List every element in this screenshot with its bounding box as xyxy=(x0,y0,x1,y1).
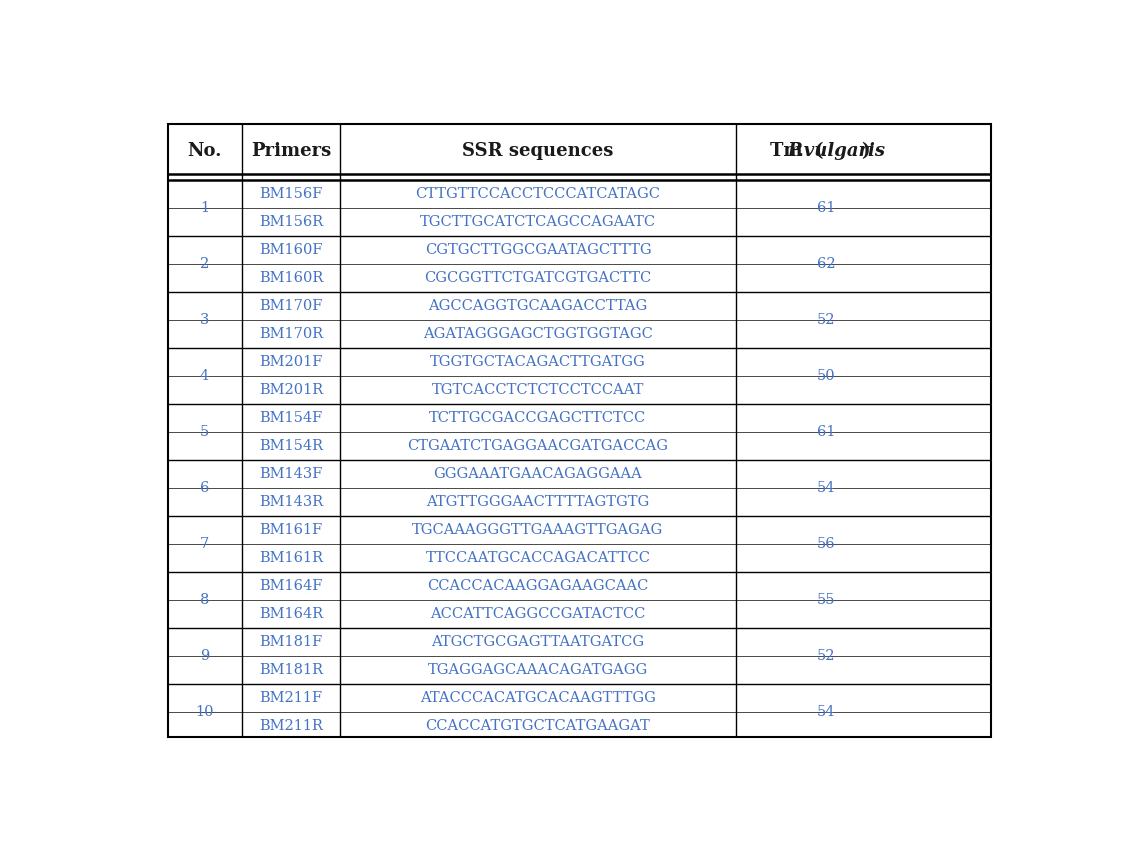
Text: BM143F: BM143F xyxy=(259,467,323,481)
Text: 61: 61 xyxy=(817,201,835,216)
Text: BM201F: BM201F xyxy=(259,355,323,370)
Text: TCTTGCGACCGAGCTTCTCC: TCTTGCGACCGAGCTTCTCC xyxy=(429,411,646,426)
Text: SSR sequences: SSR sequences xyxy=(462,142,614,160)
Text: 6: 6 xyxy=(200,481,209,495)
Text: BM170F: BM170F xyxy=(259,299,323,313)
Text: BM164F: BM164F xyxy=(259,579,323,593)
Text: 54: 54 xyxy=(817,705,835,719)
Text: 8: 8 xyxy=(200,593,209,607)
Text: 9: 9 xyxy=(200,649,209,663)
Text: 54: 54 xyxy=(817,481,835,495)
Text: 2: 2 xyxy=(200,257,209,272)
Text: TGCTTGCATCTCAGCCAGAATC: TGCTTGCATCTCAGCCAGAATC xyxy=(420,216,657,229)
Text: 56: 56 xyxy=(817,537,835,551)
Text: BM164R: BM164R xyxy=(259,607,323,621)
Text: BM211R: BM211R xyxy=(259,719,323,733)
Text: Primers: Primers xyxy=(251,142,331,160)
Text: P.vulgaris: P.vulgaris xyxy=(788,142,886,160)
Text: Tm  (: Tm ( xyxy=(771,142,824,160)
Text: GGGAAATGAACAGAGGAAA: GGGAAATGAACAGAGGAAA xyxy=(434,467,642,481)
Text: BM156R: BM156R xyxy=(259,216,323,229)
Text: 50: 50 xyxy=(817,369,835,383)
Text: TGGTGCTACAGACTTGATGG: TGGTGCTACAGACTTGATGG xyxy=(431,355,646,370)
Text: 62: 62 xyxy=(817,257,835,272)
Text: 1: 1 xyxy=(200,201,209,216)
Text: ATGCTGCGAGTTAATGATCG: ATGCTGCGAGTTAATGATCG xyxy=(432,635,644,649)
Text: 7: 7 xyxy=(200,537,209,551)
Text: AGCCAGGTGCAAGACCTTAG: AGCCAGGTGCAAGACCTTAG xyxy=(428,299,647,313)
Text: 52: 52 xyxy=(817,313,835,327)
Text: CCACCATGTGCTCATGAAGAT: CCACCATGTGCTCATGAAGAT xyxy=(426,719,651,733)
Text: ATACCCACATGCACAAGTTTGG: ATACCCACATGCACAAGTTTGG xyxy=(420,691,655,705)
Text: ): ) xyxy=(861,142,870,160)
Text: 61: 61 xyxy=(817,426,835,439)
Text: BM170R: BM170R xyxy=(259,327,323,341)
Text: 10: 10 xyxy=(195,705,214,719)
Text: BM154R: BM154R xyxy=(259,439,323,453)
Text: TGCAAAGGGTTGAAAGTTGAGAG: TGCAAAGGGTTGAAAGTTGAGAG xyxy=(412,523,663,537)
Text: TGAGGAGCAAACAGATGAGG: TGAGGAGCAAACAGATGAGG xyxy=(428,663,649,677)
Text: 52: 52 xyxy=(817,649,835,663)
Text: CCACCACAAGGAGAAGCAAC: CCACCACAAGGAGAAGCAAC xyxy=(427,579,649,593)
Text: BM201R: BM201R xyxy=(259,383,323,398)
Text: CTTGTTCCACCTCCCATCATAGC: CTTGTTCCACCTCCCATCATAGC xyxy=(416,188,660,201)
Text: BM160R: BM160R xyxy=(259,272,323,285)
Text: BM181R: BM181R xyxy=(259,663,323,677)
Text: CTGAATCTGAGGAACGATGACCAG: CTGAATCTGAGGAACGATGACCAG xyxy=(408,439,669,453)
Text: BM211F: BM211F xyxy=(260,691,322,705)
Text: BM161F: BM161F xyxy=(260,523,323,537)
Text: BM143R: BM143R xyxy=(259,495,323,509)
Text: 55: 55 xyxy=(817,593,835,607)
Text: AGATAGGGAGCTGGTGGTAGC: AGATAGGGAGCTGGTGGTAGC xyxy=(423,327,653,341)
Text: BM160F: BM160F xyxy=(259,244,323,257)
Text: 5: 5 xyxy=(200,426,209,439)
Text: BM161R: BM161R xyxy=(259,551,323,565)
Text: ACCATTCAGGCCGATACTCC: ACCATTCAGGCCGATACTCC xyxy=(431,607,645,621)
Text: ATGTTGGGAACTTTTAGTGTG: ATGTTGGGAACTTTTAGTGTG xyxy=(426,495,650,509)
Text: BM156F: BM156F xyxy=(259,188,323,201)
Text: 3: 3 xyxy=(200,313,209,327)
Text: CGCGGTTCTGATCGTGACTTC: CGCGGTTCTGATCGTGACTTC xyxy=(425,272,652,285)
Text: BM181F: BM181F xyxy=(260,635,323,649)
Text: CGTGCTTGGCGAATAGCTTTG: CGTGCTTGGCGAATAGCTTTG xyxy=(425,244,651,257)
Text: No.: No. xyxy=(188,142,221,160)
Text: TTCCAATGCACCAGACATTCC: TTCCAATGCACCAGACATTCC xyxy=(426,551,651,565)
Text: TGTCACCTCTCTCCTCCAAT: TGTCACCTCTCTCCTCCAAT xyxy=(432,383,644,398)
Text: 4: 4 xyxy=(200,369,209,383)
Text: BM154F: BM154F xyxy=(260,411,323,426)
